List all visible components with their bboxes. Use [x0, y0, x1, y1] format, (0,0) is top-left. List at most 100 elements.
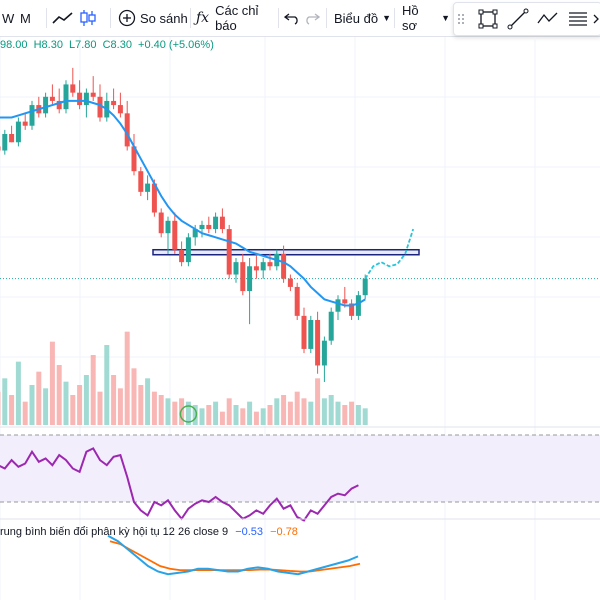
volume-bar: [124, 331, 130, 425]
candle-body: [213, 216, 219, 230]
volume-bar: [240, 408, 246, 425]
volume-bar: [253, 411, 259, 425]
volume-bar: [349, 401, 355, 425]
macd-value: −0.53: [235, 526, 264, 538]
interval-m-button[interactable]: M: [20, 0, 42, 36]
candle-body: [29, 105, 35, 126]
macd-signal-value: −0.78: [270, 526, 298, 538]
candle-body: [83, 92, 89, 106]
volume-bar: [2, 378, 8, 425]
moving-average-line: [0, 99, 366, 307]
volume-marker: [179, 405, 198, 423]
volume-bar: [56, 365, 62, 425]
volume-bar: [15, 361, 21, 425]
volume-bar: [158, 395, 164, 425]
candle-body: [15, 121, 21, 143]
volume-bar: [233, 405, 239, 425]
volume-bar: [321, 398, 327, 425]
redo-icon: [306, 13, 320, 25]
ohlc-open: 98.00: [0, 39, 28, 51]
candle-body: [301, 315, 307, 349]
volume-bar: [267, 405, 273, 425]
chart-menu-label: Biểu đồ: [334, 10, 379, 26]
volume-bar: [301, 398, 307, 425]
compare-label: So sánh: [140, 10, 188, 26]
volume-bar: [111, 375, 117, 425]
chart-menu-button[interactable]: Biểu đồ ▼: [334, 0, 394, 36]
candle-body: [77, 92, 83, 106]
candle-body: [158, 212, 164, 234]
candle-body: [355, 295, 361, 316]
interval-w-button[interactable]: W: [2, 0, 16, 36]
drag-handle[interactable]: [456, 7, 480, 31]
macd-title: rung bình biến đổi phân kỳ hội tụ 12 26 …: [0, 526, 229, 538]
projection-path: [364, 228, 415, 280]
candle-body: [349, 303, 355, 316]
volume-bar: [104, 345, 110, 425]
candle-body: [219, 216, 225, 230]
candle-body: [328, 311, 334, 341]
profile-menu-button[interactable]: Hồ sơ ▼: [402, 0, 450, 36]
indicators-button[interactable]: ƒx Các chỉ báo: [196, 0, 276, 36]
rectangle-tool-button[interactable]: [476, 7, 500, 31]
volume-bar: [206, 405, 212, 425]
volume-bar: [83, 375, 89, 425]
candle-body: [9, 134, 15, 143]
volume-bar: [0, 391, 1, 425]
plus-circle-icon: [118, 9, 136, 27]
volume-bar: [308, 401, 314, 425]
volume-bar: [179, 398, 185, 425]
candle-body: [206, 224, 212, 230]
compare-button[interactable]: So sánh: [118, 0, 188, 36]
redo-button[interactable]: [304, 0, 322, 36]
toolbar-divider: [46, 8, 47, 28]
price-chart[interactable]: [0, 37, 600, 600]
volume-bar: [117, 388, 123, 425]
pattern-tool-button[interactable]: [536, 7, 560, 31]
more-tools-button[interactable]: [592, 7, 600, 31]
candle-body: [145, 183, 151, 192]
volume-bar: [145, 378, 151, 425]
ohlc-high: H8.30: [33, 39, 63, 51]
candle-body: [226, 229, 232, 275]
trendline-tool-button[interactable]: [506, 7, 530, 31]
undo-button[interactable]: [284, 0, 302, 36]
candle-body: [247, 266, 253, 292]
candle-body: [267, 262, 273, 267]
macd-signal-line: [109, 540, 361, 573]
volume-bar: [199, 408, 205, 425]
volume-bar: [90, 355, 96, 425]
candle-body: [240, 262, 246, 292]
volume-bar: [77, 385, 83, 425]
candle-body: [335, 299, 341, 312]
macd-line: [107, 534, 359, 576]
volume-bar: [36, 371, 42, 425]
volume-bar: [49, 341, 55, 425]
candles-style-button[interactable]: [78, 0, 102, 36]
candle-body: [97, 96, 103, 118]
chevron-down-icon: ▼: [382, 13, 392, 23]
candle-body: [49, 96, 55, 101]
candle-body: [315, 320, 321, 366]
volume-bar: [192, 405, 198, 425]
chart-style-button[interactable]: [52, 0, 76, 36]
function-icon: ƒx: [196, 10, 210, 26]
candle-body: [294, 286, 300, 316]
ohlc-close: C8.30: [102, 39, 132, 51]
volume-bar: [287, 401, 293, 425]
volume-bar: [151, 391, 157, 425]
volume-bar: [172, 401, 178, 425]
volume-bar: [131, 368, 137, 425]
volume-bar: [362, 408, 368, 425]
toolbar-divider: [394, 8, 395, 28]
fib-tool-button[interactable]: [566, 7, 590, 31]
candle-body: [90, 92, 96, 97]
volume-bar: [355, 405, 361, 425]
interval-w-label: W: [2, 10, 15, 26]
volume-bar: [63, 381, 69, 425]
candle-body: [233, 262, 239, 275]
candle-body: [70, 84, 76, 93]
grip-icon: [458, 14, 464, 24]
volume-bar: [29, 385, 35, 425]
volume-bar: [335, 401, 341, 425]
